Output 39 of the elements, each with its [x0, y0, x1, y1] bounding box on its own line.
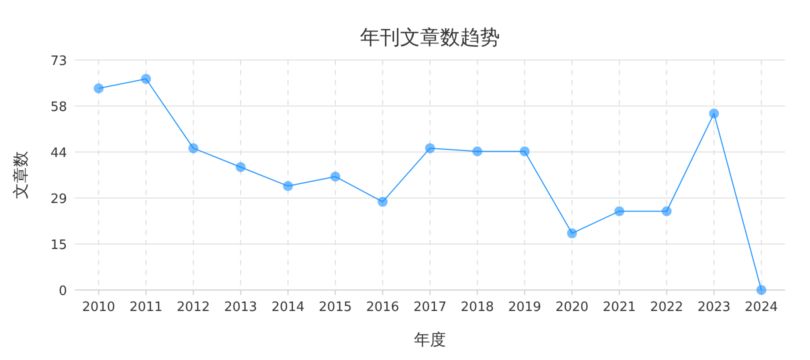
x-tick-label: 2022: [650, 300, 684, 315]
y-tick-label: 58: [50, 100, 67, 115]
x-tick-label: 2020: [555, 300, 589, 315]
point: [662, 206, 672, 216]
y-tick-label: 44: [50, 146, 67, 161]
x-tick-label: 2015: [318, 300, 352, 315]
x-tick-label: 2021: [602, 300, 636, 315]
point: [756, 285, 766, 295]
x-tick-label: 2019: [508, 300, 542, 315]
x-tick-label: 2023: [697, 300, 731, 315]
point: [520, 146, 530, 156]
point: [330, 172, 340, 182]
x-tick-label: 2010: [82, 300, 116, 315]
point: [567, 228, 577, 238]
y-axis-title: 文章数: [11, 151, 30, 199]
point: [94, 83, 104, 94]
y-tick-label: 15: [50, 238, 67, 253]
y-tick-label: 73: [50, 54, 67, 69]
point: [236, 162, 246, 172]
x-tick-label: 2011: [129, 300, 163, 315]
chart-title: 年刊文章数趋势: [360, 25, 500, 49]
x-tick-label: 2012: [176, 300, 210, 315]
point: [283, 181, 293, 192]
x-tick-label: 2014: [271, 300, 305, 315]
y-tick-label: 0: [58, 284, 67, 299]
point: [378, 196, 388, 207]
point: [188, 143, 198, 154]
x-tick-label: 2013: [224, 300, 258, 315]
point: [141, 74, 151, 84]
point: [709, 108, 719, 119]
y-tick-label: 29: [50, 192, 67, 207]
x-tick-label: 2018: [460, 300, 494, 315]
x-tick-label: 2017: [413, 300, 447, 315]
x-axis-title: 年度: [414, 330, 446, 349]
point: [472, 146, 482, 156]
point: [425, 143, 435, 154]
x-tick-label: 2016: [366, 300, 400, 315]
x-tick-label: 2024: [744, 300, 778, 315]
point: [614, 206, 624, 216]
